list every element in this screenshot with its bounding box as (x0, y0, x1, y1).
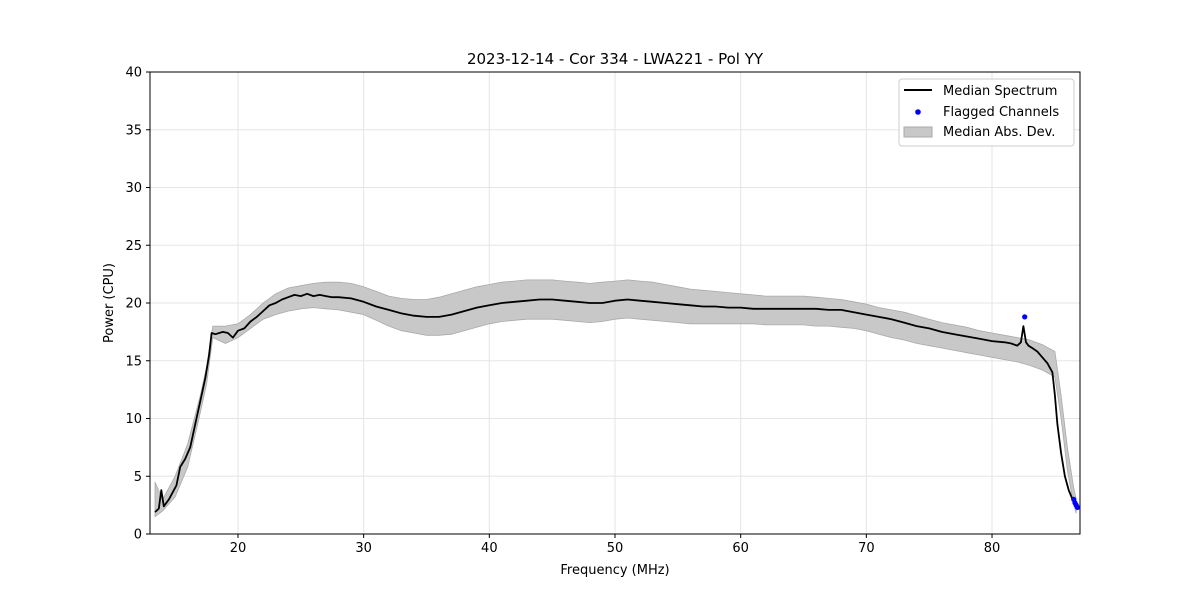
x-tick-label: 60 (732, 541, 749, 556)
x-tick-label: 30 (355, 541, 372, 556)
flagged-channel-point (1074, 504, 1081, 511)
y-axis-ticks: 0 5 10 15 20 25 30 35 40 (125, 66, 150, 543)
x-axis-label: Frequency (MHz) (560, 563, 669, 578)
legend-flagged-label: Flagged Channels (943, 105, 1059, 120)
x-tick-label: 70 (858, 541, 875, 556)
x-tick-label: 80 (984, 541, 1001, 556)
median-spectrum-line (154, 292, 1077, 513)
y-tick-label: 10 (125, 412, 142, 427)
y-tick-label: 35 (125, 123, 142, 138)
y-tick-label: 5 (134, 470, 142, 485)
x-tick-label: 50 (607, 541, 624, 556)
legend-mad-label: Median Abs. Dev. (943, 125, 1055, 140)
legend-median-label: Median Spectrum (943, 84, 1057, 99)
y-tick-label: 15 (125, 354, 142, 369)
y-tick-label: 20 (125, 297, 142, 312)
legend-flagged-swatch (915, 109, 921, 115)
chart-title: 2023-12-14 - Cor 334 - LWA221 - Pol YY (467, 50, 764, 68)
legend: Median Spectrum Flagged Channels Median … (898, 78, 1075, 147)
y-axis-label: Power (CPU) (102, 263, 117, 343)
y-tick-label: 30 (125, 181, 142, 196)
x-axis-ticks: 20 30 40 50 60 70 80 (230, 534, 1001, 556)
y-tick-label: 25 (125, 239, 142, 254)
legend-mad-swatch (903, 126, 933, 138)
flagged-channels-points (1022, 314, 1081, 511)
flagged-channel-point (1022, 314, 1028, 320)
legend-box (898, 78, 1075, 147)
median-abs-dev-band (154, 279, 1077, 518)
x-tick-label: 20 (230, 541, 247, 556)
y-tick-label: 40 (125, 66, 142, 81)
y-tick-label: 0 (134, 528, 142, 543)
x-tick-label: 40 (481, 541, 498, 556)
